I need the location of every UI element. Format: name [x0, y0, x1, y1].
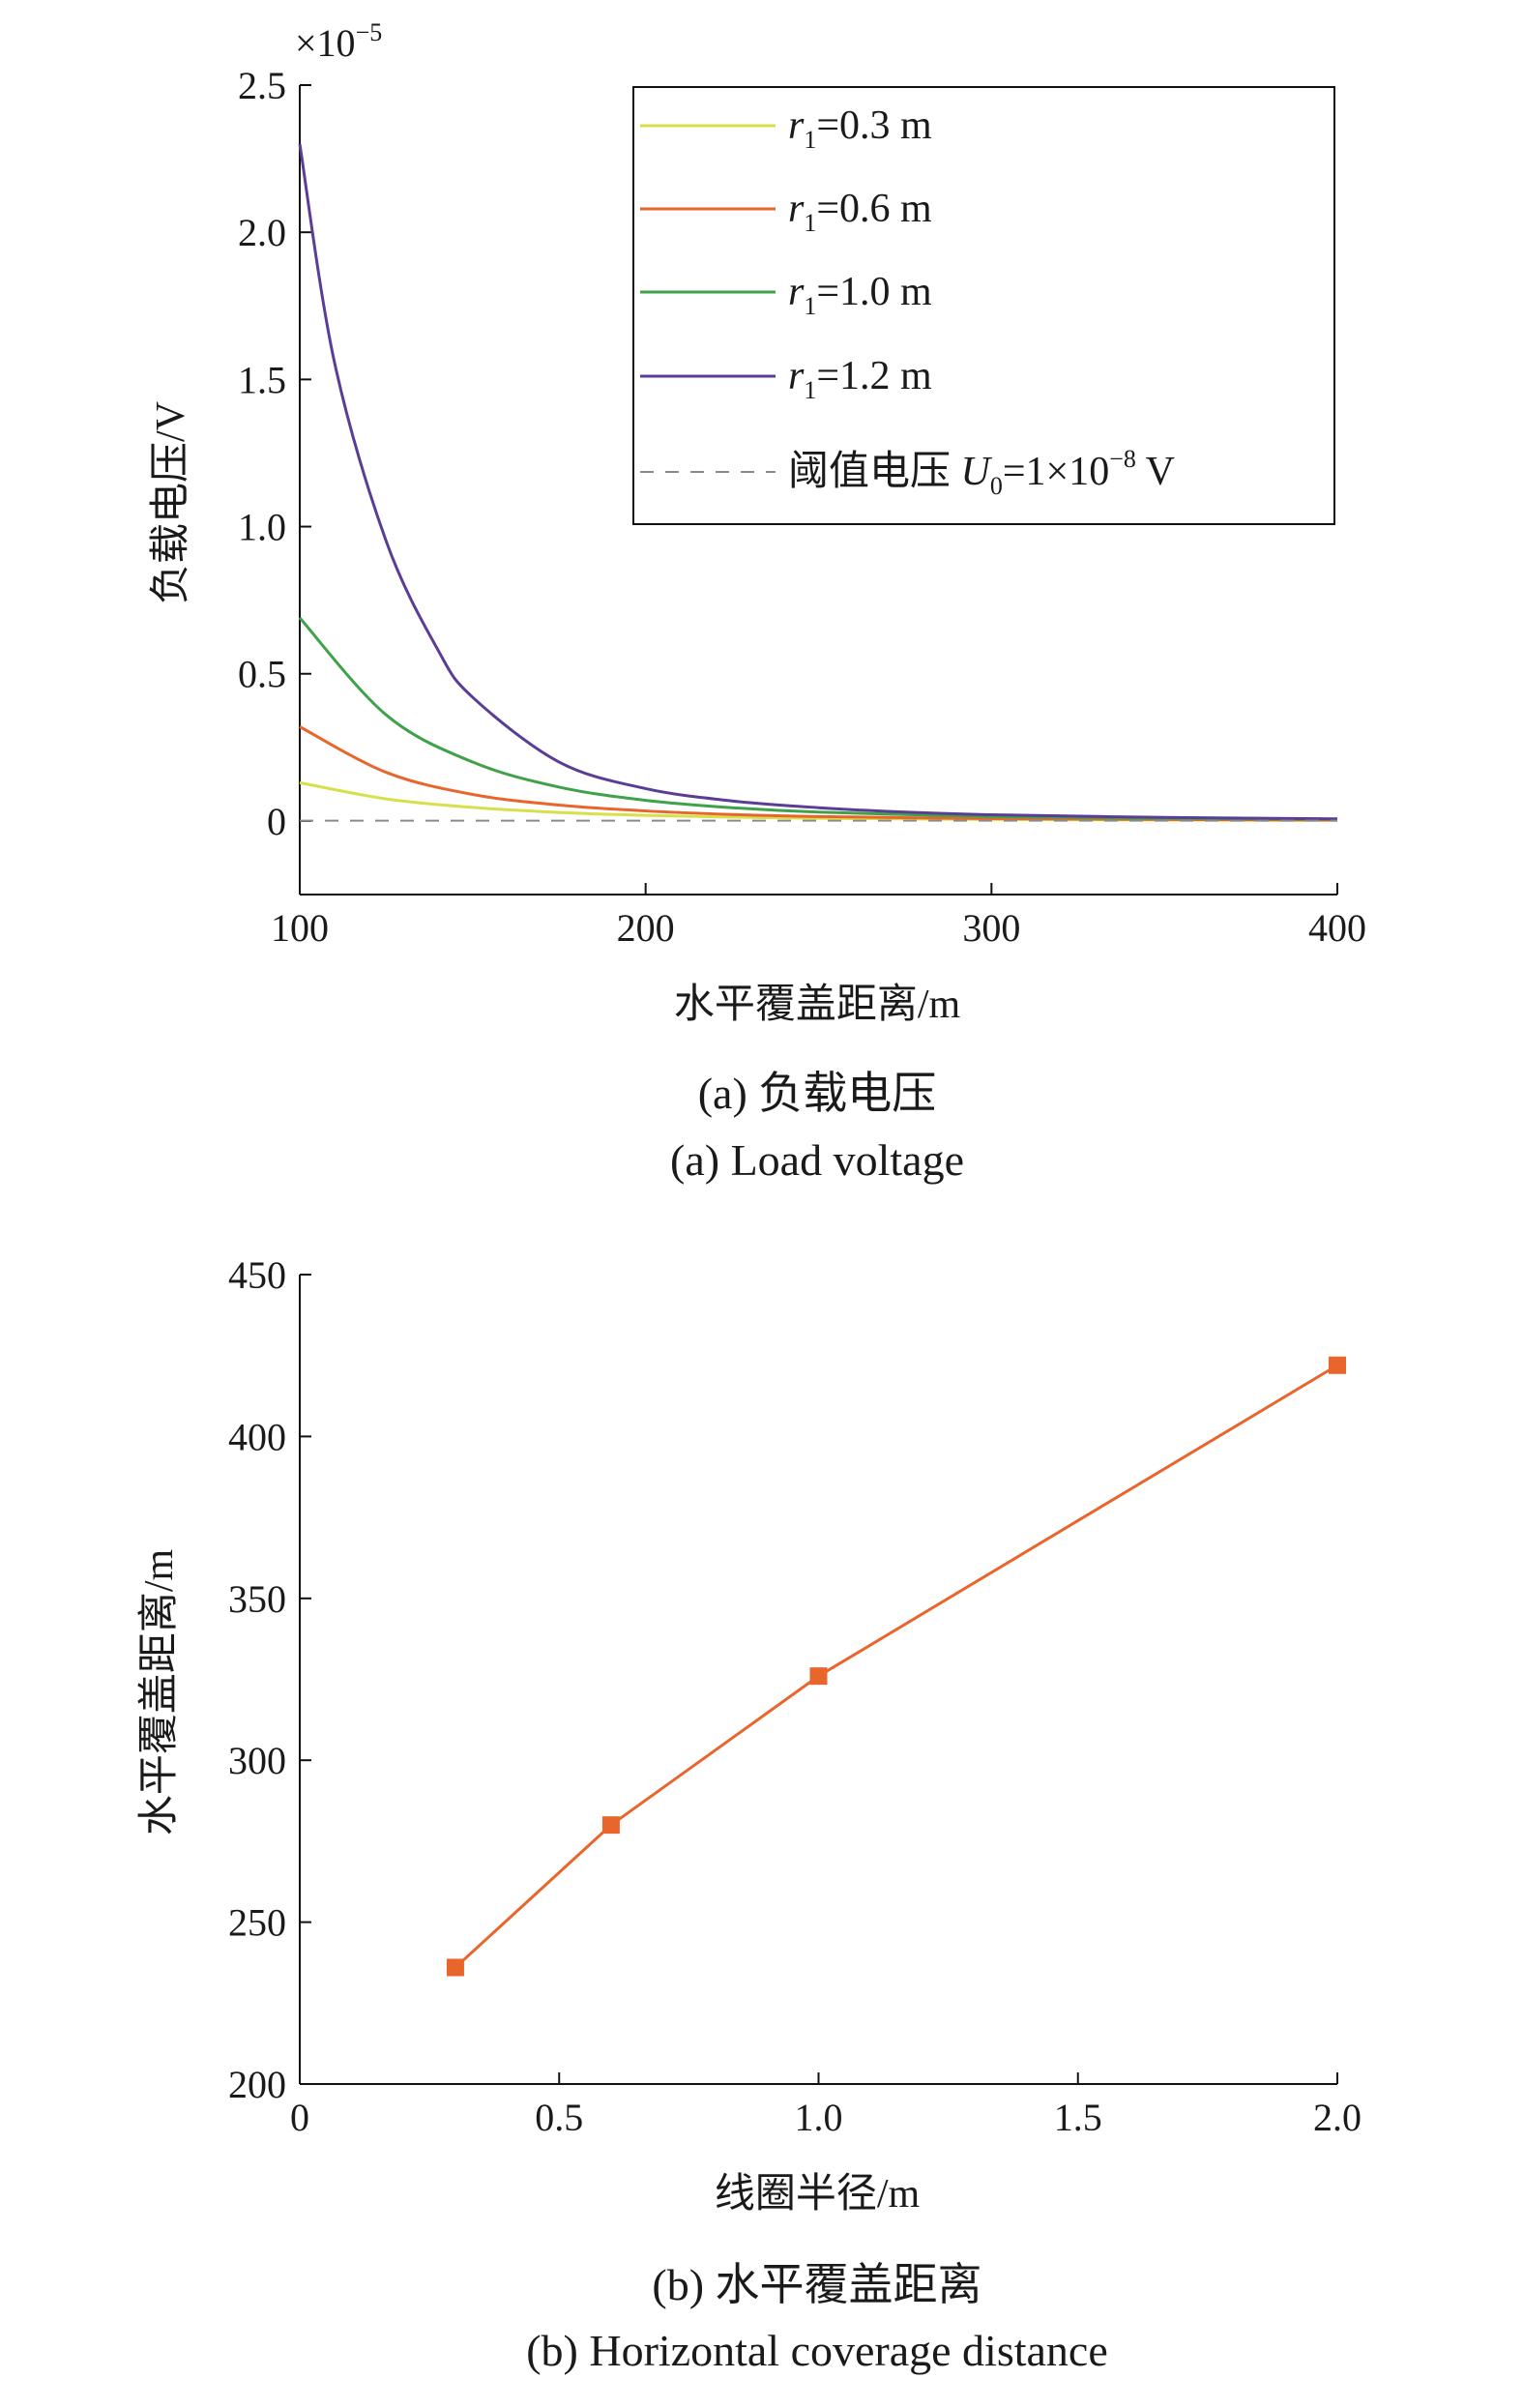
chart-a-y-multiplier: ×10−5 — [295, 18, 382, 65]
chart-a-series-line-0 — [299, 780, 1338, 822]
chart-b-y-tick-label: 350 — [228, 1577, 286, 1621]
chart-a-y-tick-label: 0.5 — [238, 653, 286, 696]
chart-b-point-0 — [446, 1958, 464, 1977]
chart-a-y-tick-label: 2.0 — [238, 211, 286, 254]
legend-box — [632, 86, 1335, 525]
chart-b-point-3 — [1329, 1356, 1346, 1374]
chart-a-series — [298, 143, 1338, 822]
chart-a-xlabel: 水平覆盖距离/m — [674, 982, 961, 1027]
chart-b-y-tick-label: 300 — [228, 1739, 286, 1782]
chart-a-legend: r1=0.3 m r1=0.6 m r1=1.0 m r1=1.2 m 阈值电压… — [632, 86, 1335, 525]
chart-a-y-tick-label: 1.5 — [238, 358, 286, 401]
legend-item-r1-1.2: r1=1.2 m — [640, 354, 932, 404]
chart-a-y-tick-label: 0 — [267, 800, 286, 843]
legend-item-r1-0.3: r1=0.3 m — [640, 103, 932, 154]
chart-a-x-tick-label: 400 — [1308, 906, 1366, 950]
chart-a-caption-cn: (a) 负载电压 — [698, 1069, 937, 1118]
chart-b-ylabel: 水平覆盖距离/m — [136, 1549, 182, 1836]
chart-b-point-1 — [601, 1816, 620, 1835]
chart-a-load-voltage: 100 200 300 400 0 0.5 1.0 1.5 2.0 2.5 ×10−5 负载电压/… — [149, 18, 1366, 1185]
chart-b-caption-en: (b) Horizontal coverage distance — [526, 2326, 1108, 2375]
chart-b-x-tick-label: 1.5 — [1054, 2096, 1102, 2139]
chart-b-x-tick-label: 1.0 — [795, 2096, 843, 2139]
chart-a-series-line-2 — [298, 616, 1338, 821]
legend-item-r1-1.0: r1=1.0 m — [640, 270, 932, 320]
chart-a-x-tick-label: 100 — [271, 906, 329, 950]
chart-a-y-tick-label: 1.0 — [238, 506, 286, 549]
chart-b-xlabel: 线圈半径/m — [715, 2172, 921, 2217]
chart-a-x-tick-label: 300 — [962, 906, 1020, 950]
legend-label: 阈值电压 U0=1×10−8 V — [788, 445, 1175, 500]
chart-b-point-2 — [809, 1667, 828, 1686]
chart-b-y-tick-label: 400 — [228, 1415, 286, 1458]
chart-b-y-tick-label: 450 — [228, 1253, 286, 1297]
legend-label: r1=1.0 m — [788, 270, 932, 320]
legend-label: r1=1.2 m — [788, 354, 932, 404]
chart-b-coverage-distance: 0 0.5 1.0 1.5 2.0 200 250 300 350 400 450 水平覆盖距离/m… — [136, 1253, 1362, 2375]
chart-b-series — [446, 1356, 1346, 1977]
chart-b-x-tick-label: 0 — [290, 2096, 309, 2139]
chart-a-y-tick-label: 2.5 — [238, 64, 286, 107]
chart-b-caption-cn: (b) 水平覆盖距离 — [652, 2260, 981, 2309]
chart-b-y-tick-label: 200 — [228, 2063, 286, 2106]
chart-a-x-tick-label: 200 — [617, 906, 675, 950]
chart-b-y-tick-label: 250 — [228, 1901, 286, 1945]
chart-a-ylabel: 负载电压/V — [149, 401, 193, 604]
chart-b-x-tick-label: 0.5 — [535, 2096, 583, 2139]
chart-b-axes: 0 0.5 1.0 1.5 2.0 200 250 300 350 400 450 — [228, 1253, 1362, 2139]
chart-a-caption-en: (a) Load voltage — [670, 1135, 964, 1185]
legend-item-r1-0.6: r1=0.6 m — [640, 187, 932, 237]
chart-a-series-line-3 — [298, 143, 1338, 821]
chart-b-series-line-0 — [454, 1364, 1338, 1969]
legend-label: r1=0.3 m — [788, 103, 932, 154]
chart-b-x-tick-label: 2.0 — [1313, 2096, 1362, 2139]
legend-item-threshold: 阈值电压 U0=1×10−8 V — [640, 445, 1175, 500]
chart-a-axes: 100 200 300 400 0 0.5 1.0 1.5 2.0 2.5 — [238, 64, 1366, 950]
legend-label: r1=0.6 m — [788, 187, 932, 237]
